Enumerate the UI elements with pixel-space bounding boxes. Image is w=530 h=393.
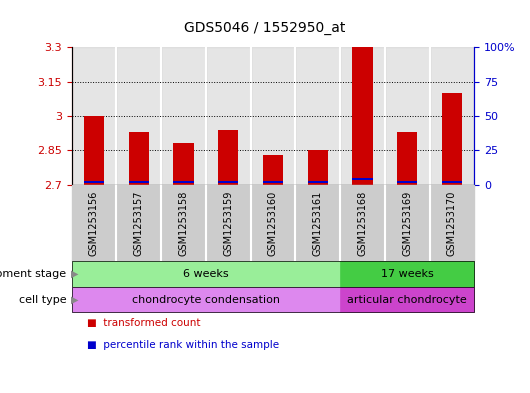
Bar (263, 181, 283, 183)
Bar (340, 287, 474, 312)
Bar (352, 178, 373, 180)
Bar (430, 185, 474, 261)
Text: GSM1253169: GSM1253169 (402, 191, 412, 256)
Bar (173, 143, 193, 185)
Bar (385, 185, 430, 261)
Text: GSM1253158: GSM1253158 (179, 191, 189, 256)
Bar (397, 181, 417, 183)
Bar (397, 132, 417, 185)
Bar (263, 155, 283, 185)
Bar (340, 47, 385, 185)
Text: articular chondrocyte: articular chondrocyte (347, 295, 467, 305)
Bar (206, 47, 251, 185)
Text: GSM1253170: GSM1253170 (447, 191, 457, 256)
Bar (442, 93, 462, 185)
Text: cell type: cell type (19, 295, 66, 305)
Bar (430, 47, 474, 185)
Text: GSM1253160: GSM1253160 (268, 191, 278, 256)
Text: GSM1253156: GSM1253156 (89, 191, 99, 256)
Bar (307, 150, 328, 185)
Bar (129, 132, 149, 185)
Text: GSM1253168: GSM1253168 (357, 191, 367, 256)
Text: ■  transformed count: ■ transformed count (87, 318, 201, 328)
Text: ▶: ▶ (71, 269, 78, 279)
Bar (173, 181, 193, 183)
Bar (307, 181, 328, 183)
Bar (116, 185, 161, 261)
Text: GDS5046 / 1552950_at: GDS5046 / 1552950_at (184, 20, 346, 35)
Bar (72, 47, 116, 185)
Text: GSM1253161: GSM1253161 (313, 191, 323, 256)
Bar (116, 47, 161, 185)
Bar (340, 185, 385, 261)
Bar (385, 47, 430, 185)
Text: GSM1253159: GSM1253159 (223, 191, 233, 256)
Text: GSM1253157: GSM1253157 (134, 191, 144, 256)
Bar (251, 185, 295, 261)
Bar (129, 181, 149, 183)
Text: chondrocyte condensation: chondrocyte condensation (132, 295, 280, 305)
Text: 6 weeks: 6 weeks (183, 269, 228, 279)
Bar (218, 130, 238, 185)
Text: ■  percentile rank within the sample: ■ percentile rank within the sample (87, 340, 280, 350)
Bar (295, 185, 340, 261)
Bar (72, 261, 340, 287)
Text: ▶: ▶ (71, 295, 78, 305)
Bar (340, 261, 474, 287)
Bar (218, 181, 238, 183)
Bar (442, 181, 462, 183)
Bar (295, 47, 340, 185)
Bar (161, 185, 206, 261)
Bar (161, 47, 206, 185)
Bar (352, 47, 373, 185)
Text: development stage: development stage (0, 269, 66, 279)
Bar (72, 185, 116, 261)
Bar (84, 181, 104, 183)
Bar (206, 185, 251, 261)
Bar (251, 47, 295, 185)
Bar (72, 287, 340, 312)
Bar (84, 116, 104, 185)
Text: 17 weeks: 17 weeks (381, 269, 434, 279)
